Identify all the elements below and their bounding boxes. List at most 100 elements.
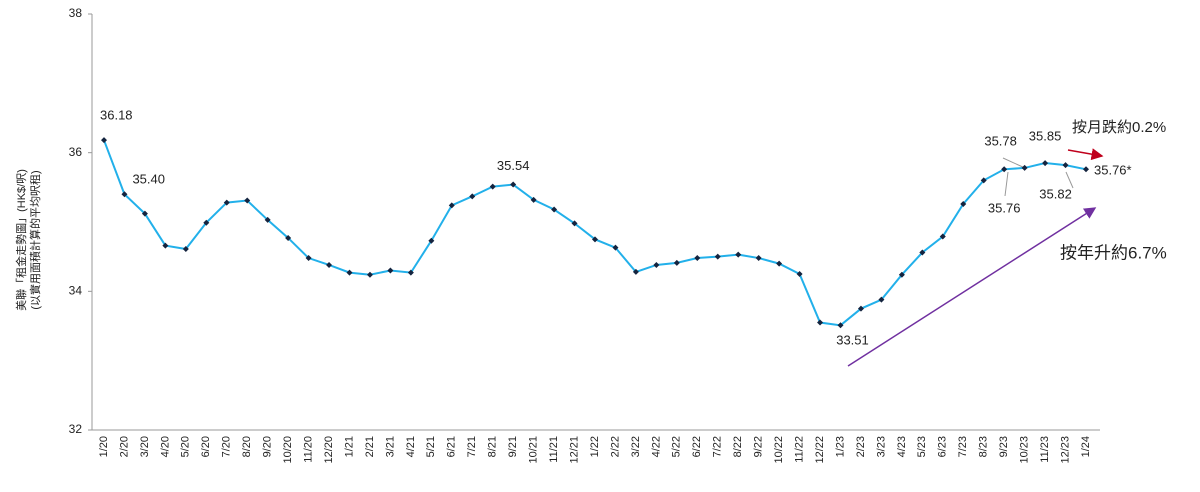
leader-line [1004,171,1009,197]
x-tick-label: 6/23 [937,436,949,457]
data-label: 35.78 [984,133,1017,148]
x-tick-label: 12/22 [814,436,826,464]
x-tick-label: 12/21 [568,436,580,464]
data-point [735,251,742,258]
x-tick-label: 8/23 [978,436,990,457]
x-tick-label: 2/22 [609,436,621,457]
x-tick-label: 5/23 [916,436,928,457]
data-point [612,244,619,251]
annotation: 按年升約6.7% [1060,243,1167,262]
x-tick-label: 8/22 [732,436,744,457]
data-point [632,268,639,275]
x-tick-label: 1/20 [98,436,110,457]
data-point [182,246,189,253]
x-tick-label: 3/20 [139,436,151,457]
data-label: 35.76 [988,201,1021,216]
x-tick-label: 9/20 [262,436,274,457]
data-point [796,271,803,277]
data-point [1042,160,1049,167]
data-label: 35.85 [1029,129,1062,144]
data-point [919,249,926,256]
data-point [960,200,967,207]
x-tick-label: 7/20 [221,436,233,457]
data-point [264,216,271,223]
month-arrow [1067,148,1104,161]
data-label: 36.18 [100,108,133,123]
data-label: 35.40 [132,172,165,187]
x-tick-label: 11/22 [793,436,805,463]
data-point [1001,166,1008,173]
x-tick-label: 5/22 [671,436,683,457]
x-tick-label: 5/20 [180,436,192,457]
y-tick-label: 34 [69,284,83,298]
data-point [551,206,558,213]
leader-line [1002,157,1026,169]
data-label: 35.82 [1039,187,1072,202]
data-point [162,242,169,249]
x-tick-label: 3/21 [384,436,396,457]
data-point [817,319,824,326]
x-tick-label: 3/23 [875,436,887,457]
x-tick-label: 3/22 [630,436,642,457]
data-point [878,296,885,303]
data-point [1062,162,1069,169]
data-point [714,253,721,260]
x-tick-label: 10/22 [773,436,785,464]
data-point [366,271,373,278]
leader-line [1065,171,1074,189]
x-tick-label: 10/23 [1019,436,1031,464]
y-tick-label: 36 [69,145,83,159]
x-tick-label: 7/21 [466,436,478,457]
data-point [387,267,394,274]
data-point [223,199,230,206]
x-tick-label: 2/21 [364,436,376,457]
y-tick-label: 38 [69,6,83,20]
x-tick-label: 9/22 [753,436,765,457]
x-tick-label: 10/21 [528,436,540,464]
data-point [571,220,578,227]
data-point [694,255,701,262]
x-tick-label: 6/21 [446,436,458,457]
data-point [121,191,128,198]
y-axis-label: 美聯「租金走勢圖」(HK$/呎) [14,169,28,311]
y-tick-label: 32 [69,422,83,436]
x-tick-label: 1/24 [1080,436,1092,457]
x-tick-label: 9/21 [507,436,519,457]
data-point [101,137,107,144]
data-point [428,237,435,244]
data-point [407,269,414,276]
data-point [469,193,476,200]
data-point [448,202,455,209]
x-tick-label: 10/20 [282,436,294,464]
x-tick-label: 9/23 [998,436,1010,457]
data-point [141,210,148,217]
x-tick-label: 7/22 [712,436,724,457]
x-tick-label: 2/20 [118,436,130,457]
data-point [939,233,946,240]
x-tick-label: 4/22 [650,436,662,457]
data-point [489,183,496,190]
x-tick-label: 1/23 [834,436,846,457]
x-tick-label: 4/20 [159,436,171,457]
y-axis-label: (以實用面積計算的平均呎租) [28,170,42,309]
year-arrow [847,207,1097,367]
x-tick-label: 1/22 [589,436,601,457]
data-point [592,236,598,243]
x-tick-label: 12/23 [1059,436,1071,464]
data-point [980,177,987,184]
data-label: 33.51 [836,333,869,348]
data-label: 35.54 [497,158,530,173]
x-tick-label: 5/21 [425,436,437,457]
data-point [776,260,783,267]
data-label: 35.76* [1094,163,1132,178]
data-point [510,181,517,188]
data-point [755,255,762,262]
x-tick-label: 12/20 [323,436,335,464]
data-point [1021,164,1028,171]
data-point [530,196,537,203]
data-point [346,269,353,276]
x-tick-label: 11/23 [1039,436,1051,463]
data-point [285,234,292,241]
data-point [673,259,680,266]
x-tick-label: 4/21 [405,436,417,457]
